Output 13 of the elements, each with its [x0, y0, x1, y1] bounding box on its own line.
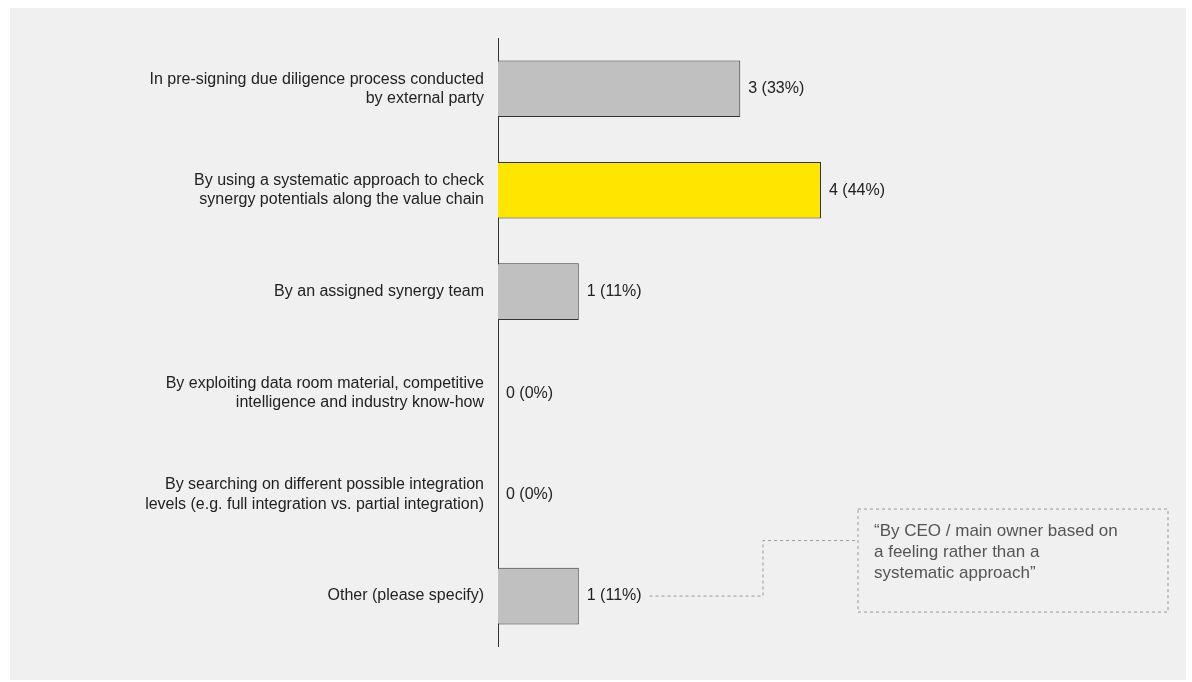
data-label: 1 (11%)	[586, 282, 642, 300]
y-tick-label: By searching on different possible integration levels (e.g. full integration vs. partial integration)	[145, 475, 484, 512]
data-label: 0 (0%)	[506, 485, 554, 503]
text: “By CEO / main owner based on a feeling rather than a systematic approach”	[874, 521, 1118, 583]
data-label: 4 (44%)	[829, 180, 886, 198]
y-tick-label: In pre-signing due diligence process conducted by external party	[149, 69, 484, 106]
y-tick-label: Other (please specify)	[327, 586, 484, 604]
y-tick-label: By an assigned synergy team	[274, 282, 484, 300]
y-tick-label: By exploiting data room material, competitive intelligence and industry know-how	[165, 373, 485, 411]
data-label: 1 (11%)	[586, 586, 642, 604]
y-tick-label: By using a systematic approach to check synergy potentials along the value chain	[194, 171, 485, 208]
data-label: 0 (0%)	[506, 383, 554, 401]
data-label: 3 (33%)	[748, 79, 805, 97]
